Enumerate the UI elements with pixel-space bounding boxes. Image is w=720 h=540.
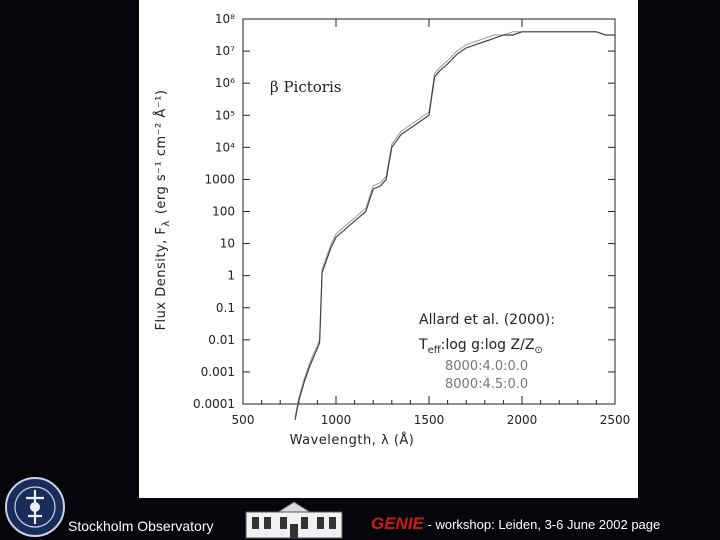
chart-title: β Pictoris bbox=[270, 78, 341, 96]
params-annotation: Teff:log g:log Z/Z⊙ bbox=[418, 337, 543, 356]
spectrum-chart: 0.0001 0.001 0.01 0.1 1 10 100 1000 10⁴ 10⁵ 10⁶ 10⁷… bbox=[153, 12, 631, 448]
y-tick-label: 100 bbox=[212, 205, 235, 219]
y-tick-label: 10⁴ bbox=[215, 140, 235, 154]
y-tick-label: 0.01 bbox=[208, 333, 235, 347]
university-seal-icon bbox=[5, 477, 65, 537]
y-tick-label: 1 bbox=[227, 269, 235, 283]
genie-word: GENIE bbox=[371, 514, 424, 533]
x-tick-label: 2500 bbox=[600, 413, 631, 427]
y-tick-label: 1000 bbox=[204, 172, 235, 186]
legend-series-1: 8000:4.0:0.0 bbox=[445, 359, 528, 374]
y-tick-label: 0.1 bbox=[216, 301, 235, 315]
x-tick-label: 1500 bbox=[414, 413, 445, 427]
y-axis: 0.0001 0.001 0.01 0.1 1 10 100 1000 10⁴ 10⁵ 10⁶ 10⁷… bbox=[193, 12, 615, 411]
y-tick-label: 10⁷ bbox=[215, 44, 235, 58]
y-tick-label: 0.001 bbox=[201, 365, 235, 379]
series-line-1 bbox=[294, 31, 615, 421]
x-axis: 500 1000 1500 2000 2500 bbox=[232, 19, 631, 427]
reference-annotation: Allard et al. (2000): bbox=[419, 312, 555, 328]
y-tick-label: 10⁵ bbox=[215, 108, 235, 122]
figure-panel: 0.0001 0.001 0.01 0.1 1 10 100 1000 10⁴ 10⁵ 10⁶ 10⁷… bbox=[139, 0, 638, 498]
x-tick-label: 500 bbox=[232, 413, 255, 427]
y-tick-label: 10⁶ bbox=[215, 76, 235, 90]
workshop-text: - workshop: Leiden, 3-6 June 2002 page bbox=[423, 517, 661, 532]
observatory-building-icon bbox=[245, 501, 343, 539]
x-tick-label: 1000 bbox=[321, 413, 352, 427]
x-axis-title: Wavelength, λ (Å) bbox=[290, 432, 415, 448]
workshop-line: GENIE - workshop: Leiden, 3-6 June 2002 … bbox=[371, 514, 660, 534]
y-tick-label: 10 bbox=[220, 237, 235, 251]
observatory-label: Stockholm Observatory bbox=[68, 518, 214, 534]
y-tick-label: 10⁸ bbox=[215, 12, 235, 26]
spectrum-series bbox=[294, 31, 615, 421]
y-axis-title: Flux Density, Fλ(erg s⁻¹ cm⁻² Å⁻¹) bbox=[153, 90, 172, 331]
x-tick-label: 2000 bbox=[507, 413, 538, 427]
y-tick-label: 0.0001 bbox=[193, 397, 235, 411]
legend-series-2: 8000:4.5:0.0 bbox=[445, 377, 528, 392]
